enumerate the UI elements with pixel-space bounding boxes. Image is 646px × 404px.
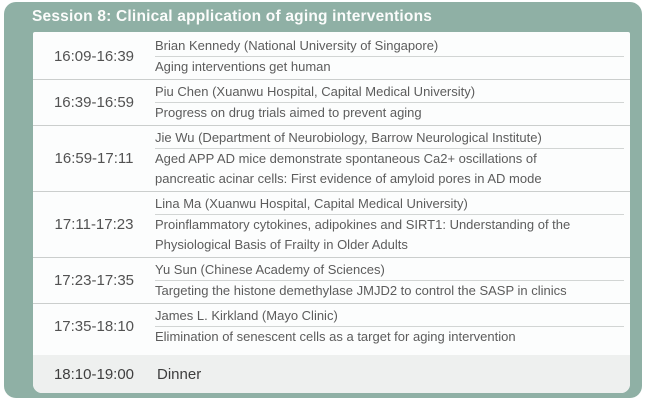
speaker-title-divider — [155, 326, 624, 327]
speaker-title-divider — [155, 102, 624, 103]
speaker-title-divider — [155, 280, 624, 281]
time-range: 16:59-17:11 — [54, 150, 134, 167]
dinner-row: 18:10-19:00 Dinner — [33, 355, 630, 393]
talk-cell: James L. Kirkland (Mayo Clinic) Eliminat… — [155, 306, 630, 347]
schedule-row: 16:59-17:11 Jie Wu (Department of Neurob… — [33, 125, 630, 191]
schedule-panel: 16:09-16:39 Brian Kennedy (National Univ… — [33, 32, 630, 393]
talk-cell: Piu Chen (Xuanwu Hospital, Capital Medic… — [155, 82, 630, 123]
speaker-name: James L. Kirkland (Mayo Clinic) — [155, 308, 338, 323]
speaker-title-divider — [155, 56, 624, 57]
talk-title: Proinflammatory cytokines, adipokines an… — [155, 217, 571, 252]
talk-cell: Yu Sun (Chinese Academy of Sciences) Tar… — [155, 260, 630, 301]
schedule-row: 16:09-16:39 Brian Kennedy (National Univ… — [33, 34, 630, 79]
speaker-name: Piu Chen (Xuanwu Hospital, Capital Medic… — [155, 84, 476, 99]
dinner-label: Dinner — [157, 365, 202, 383]
talk-title: Progress on drug trials aimed to prevent… — [155, 105, 422, 120]
talk-title: Aging interventions get human — [155, 59, 331, 74]
time-range: 17:11-17:23 — [54, 216, 134, 233]
speaker-title-divider — [155, 148, 624, 149]
talk-title: Elimination of senescent cells as a targ… — [155, 329, 516, 344]
dinner-time-range: 18:10-19:00 — [53, 365, 135, 383]
schedule-row: 16:39-16:59 Piu Chen (Xuanwu Hospital, C… — [33, 79, 630, 125]
talk-cell: Jie Wu (Department of Neurobiology, Barr… — [155, 128, 630, 189]
talk-title: Targeting the histone demethylase JMJD2 … — [155, 283, 567, 298]
time-range: 17:23-17:35 — [53, 272, 135, 289]
session-frame: Session 8: Clinical application of aging… — [4, 2, 642, 398]
time-range: 16:39-16:59 — [53, 94, 135, 111]
speaker-name: Lina Ma (Xuanwu Hospital, Capital Medica… — [155, 196, 468, 211]
talk-cell: Brian Kennedy (National University of Si… — [155, 36, 630, 77]
schedule-row: 17:23-17:35 Yu Sun (Chinese Academy of S… — [33, 257, 630, 303]
speaker-name: Yu Sun (Chinese Academy of Sciences) — [155, 262, 385, 277]
schedule-rows: 16:09-16:39 Brian Kennedy (National Univ… — [33, 32, 630, 355]
speaker-name: Jie Wu (Department of Neurobiology, Barr… — [155, 130, 542, 145]
talk-cell: Lina Ma (Xuanwu Hospital, Capital Medica… — [155, 194, 630, 255]
speaker-name: Brian Kennedy (National University of Si… — [155, 38, 439, 53]
time-range: 16:09-16:39 — [53, 48, 135, 65]
time-range: 17:35-18:10 — [53, 318, 135, 335]
speaker-title-divider — [155, 214, 624, 215]
schedule-row: 17:11-17:23 Lina Ma (Xuanwu Hospital, Ca… — [33, 191, 630, 257]
session-title: Session 8: Clinical application of aging… — [32, 8, 433, 25]
talk-title: Aged APP AD mice demonstrate spontaneous… — [155, 151, 542, 186]
schedule-row: 17:35-18:10 James L. Kirkland (Mayo Clin… — [33, 303, 630, 349]
